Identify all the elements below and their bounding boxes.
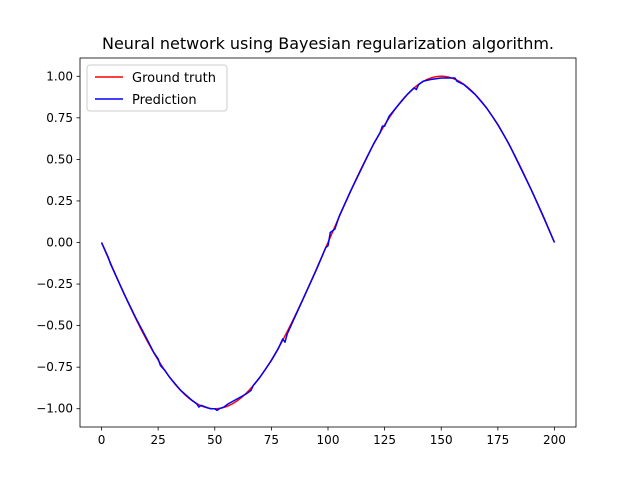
- chart-title: Neural network using Bayesian regulariza…: [102, 34, 554, 53]
- x-tick-label: 0: [98, 433, 106, 447]
- legend: Ground truth Prediction: [86, 64, 228, 112]
- x-tick-label: 200: [543, 433, 566, 447]
- series-group: [100, 75, 556, 412]
- y-tick-label: 0.25: [46, 194, 73, 208]
- legend-label-ground-truth: Ground truth: [132, 71, 216, 86]
- y-tick-label: −0.75: [36, 360, 73, 374]
- x-tick-label: 50: [207, 433, 222, 447]
- y-tick-label: −1.00: [36, 402, 73, 416]
- x-tick-label: 75: [264, 433, 279, 447]
- x-tick-label: 150: [430, 433, 453, 447]
- y-tick-label: 1.00: [46, 69, 73, 83]
- series-line-prediction: [100, 77, 556, 412]
- x-tick-label: 100: [317, 433, 340, 447]
- y-tick-label: −0.25: [36, 277, 73, 291]
- y-tick-label: 0.75: [46, 111, 73, 125]
- y-tick-label: 0.00: [46, 236, 73, 250]
- plot-area: 0 25 50 75 100 125 150 175 200 −1.00 −0.75 −0.50 −0.…: [36, 57, 577, 447]
- x-tick-label: 25: [150, 433, 165, 447]
- axes-group: 0 25 50 75 100 125 150 175 200 −1.00 −0.75 −0.50 −0.…: [36, 57, 577, 447]
- legend-label-prediction: Prediction: [132, 93, 197, 108]
- x-tick-label: 175: [486, 433, 509, 447]
- y-tick-label: 0.50: [46, 152, 73, 166]
- x-tick-label: 125: [373, 433, 396, 447]
- y-tick-label: −0.50: [36, 319, 73, 333]
